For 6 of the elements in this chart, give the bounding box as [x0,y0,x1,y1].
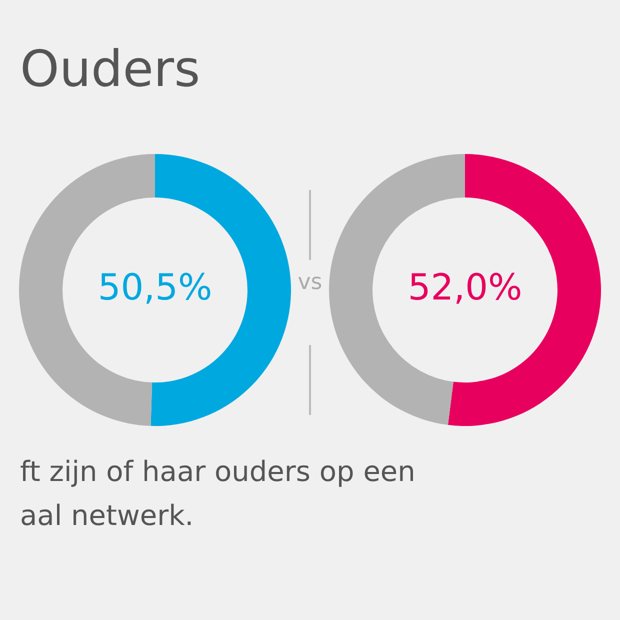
data-label: 50,5% [98,267,212,308]
chart-title: Ouders [20,40,200,98]
text: aal netwerk. [20,498,195,534]
data-label: 52,0% [408,267,522,308]
text: vs [296,270,324,295]
text: ft zijn of haar ouders op een [20,454,416,490]
